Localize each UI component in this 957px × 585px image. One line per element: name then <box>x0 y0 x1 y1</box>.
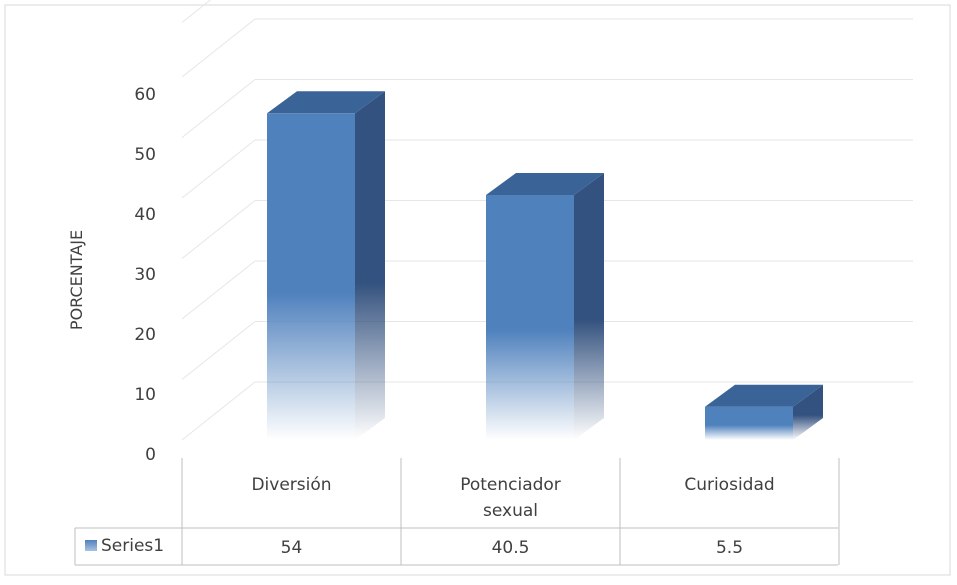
bar-top <box>486 172 604 195</box>
bar-front <box>267 113 355 441</box>
bar-side <box>355 91 385 441</box>
bars <box>267 91 823 441</box>
y-tick-label: 60 <box>134 85 156 105</box>
gridline-diagonal <box>181 381 256 441</box>
y-tick-label: 20 <box>134 325 156 345</box>
y-tick-label: 30 <box>134 265 156 285</box>
bar <box>486 172 604 440</box>
gridline-diagonal <box>181 139 256 199</box>
bar <box>267 91 385 441</box>
x-tick-label: Curiosidad <box>684 475 774 495</box>
y-tick-label: 10 <box>134 385 156 405</box>
gridline-diagonal <box>181 260 256 320</box>
bar <box>705 384 823 440</box>
bar-side <box>793 384 823 440</box>
gridline-diagonal <box>181 18 256 78</box>
bar-front <box>705 406 793 440</box>
gridline-diagonal <box>181 0 212 23</box>
y-axis-label: PORCENTAJE <box>67 230 86 330</box>
gridline-diagonal <box>181 321 256 380</box>
y-tick-label: 0 <box>145 445 156 465</box>
y-tick-label: 50 <box>134 145 156 165</box>
x-tick-label: Diversión <box>251 475 331 495</box>
bar-top <box>705 384 823 407</box>
bar-top <box>267 91 385 114</box>
chart-border <box>4 4 951 576</box>
bar-front <box>486 194 574 440</box>
gridline-diagonal <box>181 200 256 259</box>
legend-label: Series1 <box>101 536 164 556</box>
y-axis: 0 10 20 30 40 50 60 <box>134 85 156 465</box>
x-tick-label: sexual <box>483 501 538 521</box>
legend-swatch <box>85 540 97 551</box>
data-table: Diversión Potenciador sexual Curiosidad Seri… <box>74 458 840 566</box>
data-label: 5.5 <box>716 538 743 558</box>
bar-side <box>574 172 604 440</box>
y-tick-label: 40 <box>134 205 156 225</box>
x-tick-label: Potenciador <box>460 475 561 495</box>
data-label: 40.5 <box>492 538 530 558</box>
data-label: 54 <box>281 538 303 558</box>
gridline-diagonal <box>181 79 256 138</box>
